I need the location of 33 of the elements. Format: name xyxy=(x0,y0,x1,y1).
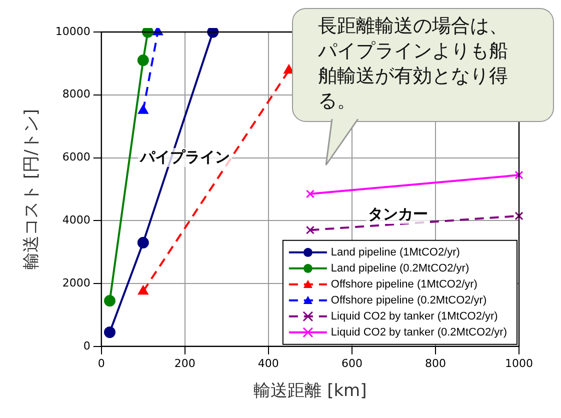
point xyxy=(142,28,154,38)
legend-label: Land pipeline (1MtCO2/yr) xyxy=(330,246,460,258)
annotation: タンカー xyxy=(366,205,430,224)
point xyxy=(207,28,219,38)
point xyxy=(137,236,149,248)
y-tick-label: 0 xyxy=(83,339,90,352)
legend-label: Offshore pipeline (1MtCO2/yr) xyxy=(330,278,478,290)
legend-label: Liquid CO2 by tanker (1MtCO2/yr) xyxy=(330,310,498,322)
y-tick-label: 4000 xyxy=(62,214,90,226)
x-axis-title: 輸送距離 [km] xyxy=(254,381,367,402)
legend-label: Land pipeline (0.2MtCO2/yr) xyxy=(330,262,470,274)
point xyxy=(104,326,116,338)
legend-label: Liquid CO2 by tanker (0.2MtCO2/yr) xyxy=(330,326,508,338)
y-tick-label: 6000 xyxy=(62,150,90,164)
point xyxy=(306,190,314,198)
legend-label: Offshore pipeline (0.2MtCO2/yr) xyxy=(330,294,487,306)
x-tick-label: 200 xyxy=(174,356,196,370)
point xyxy=(104,295,116,307)
x-tick-label: 1000 xyxy=(505,356,533,370)
annotation: パイプライン xyxy=(138,148,232,167)
point xyxy=(137,54,149,66)
y-tick-label: 8000 xyxy=(62,88,90,101)
point xyxy=(306,226,314,234)
point xyxy=(514,212,523,220)
y-tick-label: 10000 xyxy=(55,24,90,38)
point xyxy=(514,170,523,180)
annotation: 長距離輸送の場合は、パイプラインよりも船舶輸送が有効となり得る。 xyxy=(317,14,509,114)
x-tick-label: 0 xyxy=(98,356,105,370)
x-tick-label: 800 xyxy=(424,356,446,370)
x-tick-label: 400 xyxy=(258,356,279,370)
y-axis-title: 輸送コスト [円/トン] xyxy=(22,108,42,270)
x-tick-label: 600 xyxy=(341,356,362,370)
y-tick-label: 2000 xyxy=(62,276,90,290)
